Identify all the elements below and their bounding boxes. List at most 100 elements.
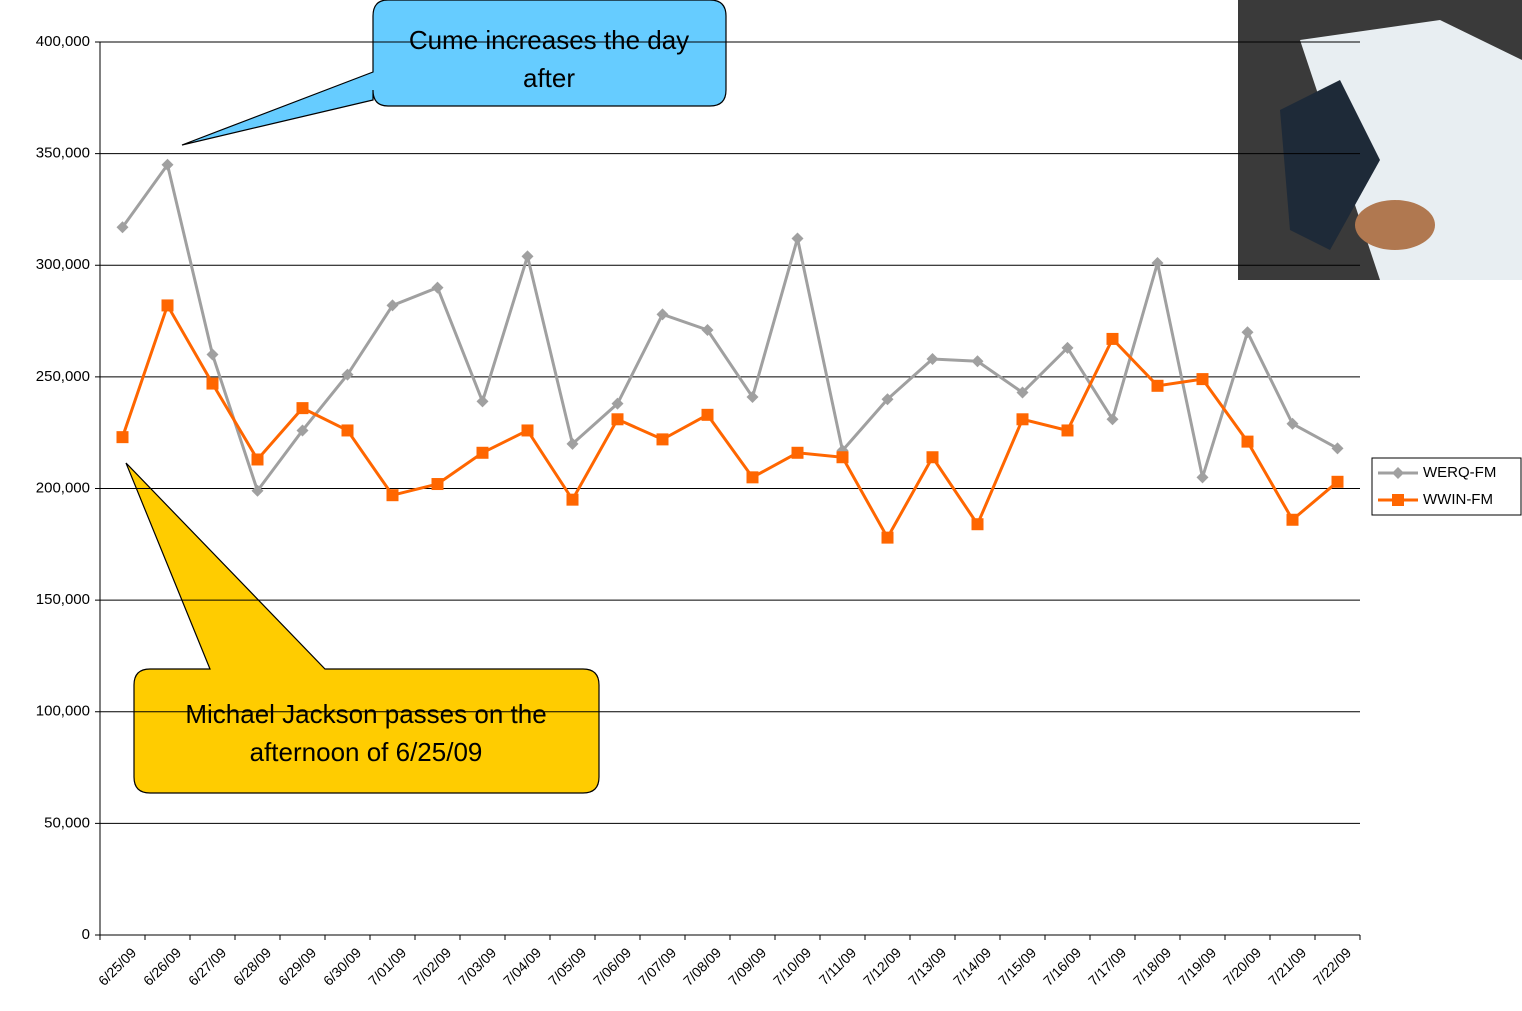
point xyxy=(881,393,894,406)
x-tick-label: 7/02/09 xyxy=(410,944,454,988)
point xyxy=(566,493,579,506)
series-line xyxy=(121,301,1339,541)
point xyxy=(386,489,399,502)
photo xyxy=(1238,0,1522,280)
x-tick-label: 7/03/09 xyxy=(455,944,499,988)
point xyxy=(791,446,804,459)
point xyxy=(1286,513,1299,526)
point xyxy=(566,437,579,450)
point xyxy=(1241,326,1254,339)
callout-blue xyxy=(181,0,727,146)
x-tick-label: 7/12/09 xyxy=(860,944,904,988)
legend-label: WWIN-FM xyxy=(1423,491,1493,508)
point xyxy=(116,221,129,234)
y-tick-label: 250,000 xyxy=(36,368,90,385)
point xyxy=(341,368,354,381)
x-tick-label: 7/09/09 xyxy=(725,944,769,988)
point xyxy=(386,299,399,312)
x-tick-label: 6/29/09 xyxy=(275,944,319,988)
point xyxy=(161,158,174,171)
legend-marker xyxy=(1392,494,1404,506)
point xyxy=(926,353,939,366)
x-tick-label: 6/27/09 xyxy=(185,944,229,988)
y-tick-label: 350,000 xyxy=(36,145,90,162)
x-tick-label: 7/14/09 xyxy=(950,944,994,988)
y-tick-label: 50,000 xyxy=(44,814,90,831)
point xyxy=(656,433,669,446)
point xyxy=(611,413,624,426)
x-tick-label: 7/15/09 xyxy=(995,944,1039,988)
point xyxy=(116,431,129,444)
point xyxy=(161,299,174,312)
x-tick-label: 6/25/09 xyxy=(95,944,139,988)
x-tick-label: 7/18/09 xyxy=(1130,944,1174,988)
point xyxy=(296,402,309,415)
x-tick-label: 7/06/09 xyxy=(590,944,634,988)
point xyxy=(746,390,759,403)
y-tick-label: 100,000 xyxy=(36,703,90,720)
point xyxy=(1016,386,1029,399)
point xyxy=(206,377,219,390)
y-tick-label: 400,000 xyxy=(36,33,90,50)
series-line xyxy=(121,161,1339,494)
point xyxy=(206,348,219,361)
legend-marker xyxy=(1392,467,1404,479)
x-tick-label: 7/04/09 xyxy=(500,944,544,988)
point xyxy=(971,355,984,368)
point xyxy=(251,484,264,497)
point xyxy=(1286,417,1299,430)
y-tick-label: 0 xyxy=(82,926,90,943)
x-tick-label: 6/26/09 xyxy=(140,944,184,988)
point xyxy=(1331,475,1344,488)
x-tick-label: 7/22/09 xyxy=(1310,944,1354,988)
x-tick-label: 6/28/09 xyxy=(230,944,274,988)
x-tick-label: 7/08/09 xyxy=(680,944,724,988)
x-tick-label: 7/05/09 xyxy=(545,944,589,988)
point xyxy=(1196,373,1209,386)
x-tick-label: 7/19/09 xyxy=(1175,944,1219,988)
annotation: Michael Jackson passes on the afternoon o… xyxy=(185,699,546,767)
y-tick-label: 150,000 xyxy=(36,591,90,608)
x-tick-label: 6/30/09 xyxy=(320,944,364,988)
point xyxy=(296,424,309,437)
point xyxy=(1196,471,1209,484)
y-tick-label: 200,000 xyxy=(36,479,90,496)
point xyxy=(836,451,849,464)
point xyxy=(251,453,264,466)
x-tick-label: 7/01/09 xyxy=(365,944,409,988)
point xyxy=(656,308,669,321)
point xyxy=(926,451,939,464)
point xyxy=(1106,332,1119,345)
point xyxy=(1061,424,1074,437)
point xyxy=(881,531,894,544)
point xyxy=(1241,435,1254,448)
callout-yellow xyxy=(125,462,600,794)
point xyxy=(521,250,534,263)
x-tick-label: 7/20/09 xyxy=(1220,944,1264,988)
point xyxy=(1151,257,1164,270)
point xyxy=(701,323,714,336)
point xyxy=(1331,442,1344,455)
point xyxy=(701,408,714,421)
point xyxy=(341,424,354,437)
point xyxy=(476,395,489,408)
x-tick-label: 7/10/09 xyxy=(770,944,814,988)
legend-label: WERQ-FM xyxy=(1423,464,1496,481)
point xyxy=(611,397,624,410)
point xyxy=(431,478,444,491)
x-tick-label: 7/07/09 xyxy=(635,944,679,988)
point xyxy=(1106,413,1119,426)
x-tick-label: 7/11/09 xyxy=(816,944,860,988)
point xyxy=(791,232,804,245)
point xyxy=(476,446,489,459)
point xyxy=(1151,379,1164,392)
x-tick-label: 7/17/09 xyxy=(1085,944,1129,988)
point xyxy=(521,424,534,437)
annotation: Cume increases the day after xyxy=(409,25,689,93)
x-tick-label: 7/21/09 xyxy=(1265,944,1309,988)
point xyxy=(431,281,444,294)
y-tick-label: 300,000 xyxy=(36,256,90,273)
point xyxy=(1016,413,1029,426)
point xyxy=(1061,341,1074,354)
